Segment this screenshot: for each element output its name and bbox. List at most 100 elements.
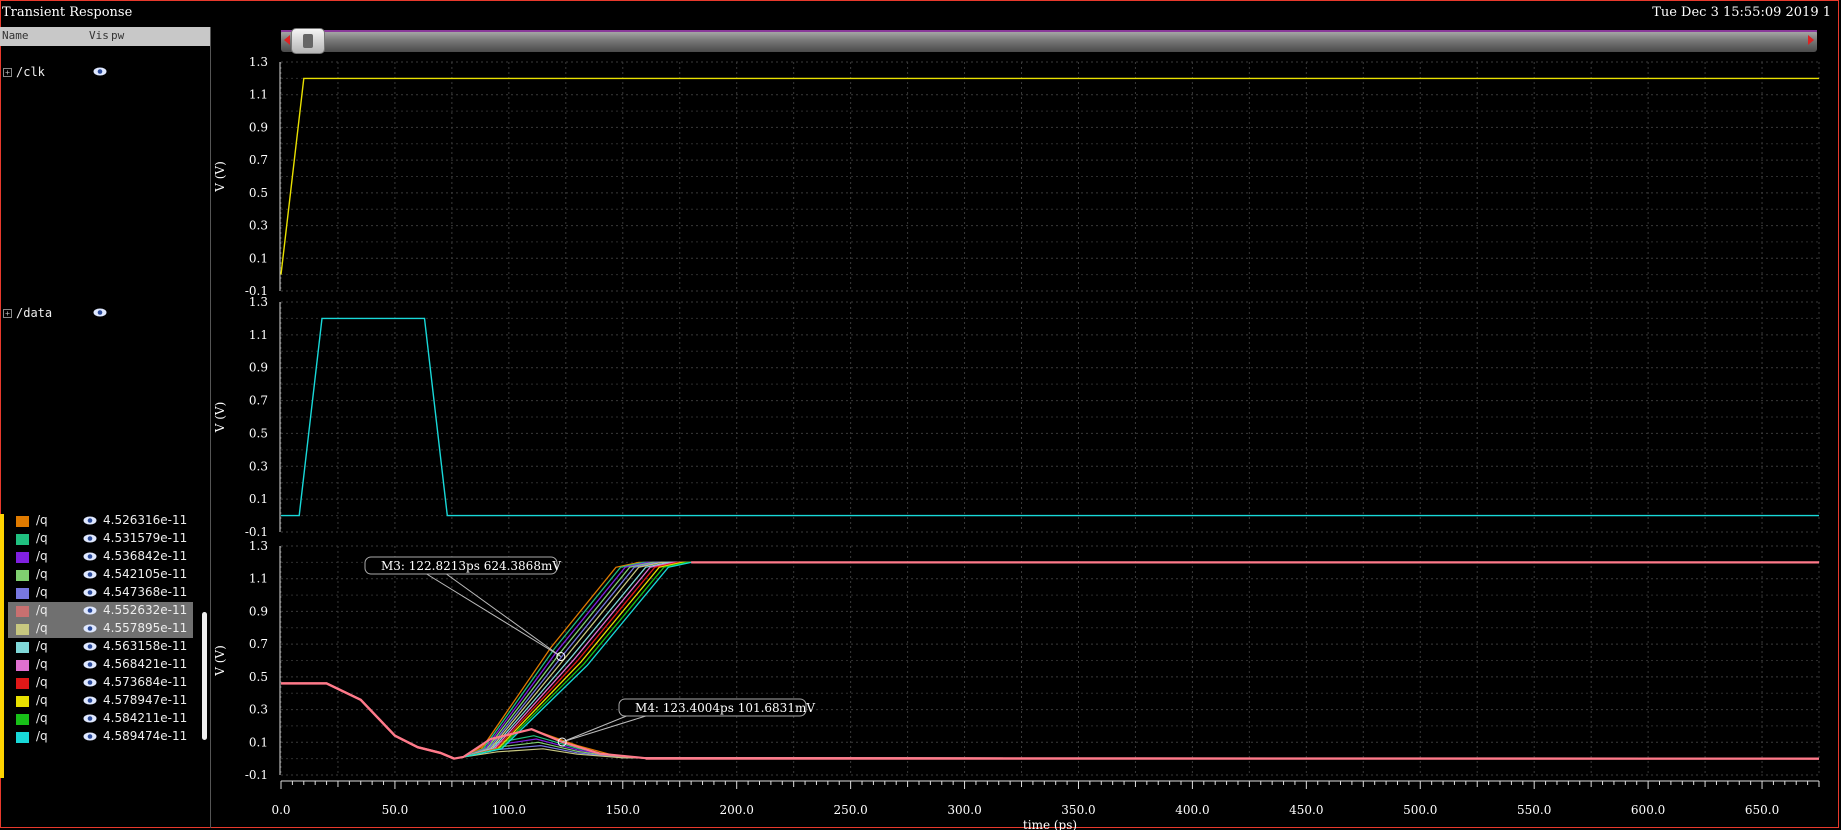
visibility-eye-icon[interactable]	[83, 678, 97, 687]
visibility-eye-icon[interactable]	[83, 624, 97, 633]
grip-icon	[303, 34, 313, 48]
y-tick-label: 1.1	[249, 572, 268, 586]
legend-item-name: /q	[36, 657, 48, 671]
legend-item[interactable]: /q 4.547368e-11	[8, 584, 193, 602]
visibility-eye-icon[interactable]	[83, 732, 97, 741]
signal-panel: Name Vis pw + /clk + /data	[0, 27, 211, 828]
expand-icon[interactable]: +	[3, 68, 12, 77]
legend-item[interactable]: /q 4.552632e-11	[8, 602, 193, 620]
y-tick-label: -0.1	[245, 525, 268, 539]
name-column-header[interactable]: Name	[2, 29, 29, 42]
y-tick-label: 0.1	[249, 492, 268, 506]
y-tick-label: 0.5	[249, 186, 268, 200]
x-tick-label: 0.0	[271, 803, 290, 817]
q-initial-segment	[281, 682, 455, 760]
x-tick-label: 200.0	[720, 803, 754, 817]
legend-item[interactable]: /q 4.573684e-11	[8, 674, 193, 692]
marker-box	[618, 698, 807, 717]
x-tick-label: 400.0	[1175, 803, 1209, 817]
legend-item-name: /q	[36, 513, 48, 527]
legend-item-name: /q	[36, 675, 48, 689]
time-scrollbar[interactable]	[281, 28, 1817, 54]
visibility-eye-icon[interactable]	[83, 570, 97, 579]
visibility-eye-icon[interactable]	[83, 714, 97, 723]
x-tick-label: 250.0	[833, 803, 867, 817]
vis-column-header[interactable]: Vis	[89, 29, 109, 42]
marker-leader	[424, 572, 562, 657]
legend-item[interactable]: /q 4.589474e-11	[8, 728, 193, 746]
legend-item-value: 4.557895e-11	[103, 621, 188, 635]
legend-item-value: 4.536842e-11	[103, 549, 188, 563]
x-axis-label: time (ps)	[1023, 818, 1077, 830]
legend-item-value: 4.542105e-11	[103, 567, 188, 581]
visibility-eye-icon[interactable]	[83, 588, 97, 597]
signal-row-clk[interactable]: + /clk	[3, 65, 45, 79]
x-tick-label: 550.0	[1517, 803, 1551, 817]
marker-leader	[561, 714, 630, 743]
visibility-eye-icon[interactable]	[83, 606, 97, 615]
legend-item-name: /q	[36, 531, 48, 545]
scrollbar-track[interactable]	[281, 30, 1817, 52]
expand-icon[interactable]: +	[3, 309, 12, 318]
signal-row-data[interactable]: + /data	[3, 306, 52, 320]
legend-item[interactable]: /q 4.578947e-11	[8, 692, 193, 710]
legend-item[interactable]: /q 4.542105e-11	[8, 566, 193, 584]
signal-name: /data	[16, 306, 53, 320]
q-decay-curve	[281, 682, 1820, 760]
legend-item-value: 4.578947e-11	[103, 693, 188, 707]
legend-item-value: 4.552632e-11	[103, 603, 188, 617]
series-color-swatch	[16, 714, 29, 725]
marker-label: M3: 122.8213ps 624.3868mV	[381, 559, 561, 573]
series-color-swatch	[16, 570, 29, 581]
series-line-data	[281, 317, 1819, 517]
series-color-swatch	[16, 678, 29, 689]
pw-column-header[interactable]: pw	[111, 29, 125, 42]
scroll-left-arrow-icon[interactable]	[284, 35, 290, 45]
y-tick-label: -0.1	[245, 768, 268, 782]
series-color-swatch	[16, 624, 29, 635]
legend-item[interactable]: /q 4.568421e-11	[8, 656, 193, 674]
window-title: Transient Response	[2, 5, 133, 20]
visibility-eye-icon[interactable]	[93, 308, 107, 317]
legend-item[interactable]: /q 4.563158e-11	[8, 638, 193, 656]
scroll-right-arrow-icon[interactable]	[1808, 35, 1814, 45]
series-color-swatch	[16, 732, 29, 743]
scrollbar-thumb[interactable]	[291, 28, 325, 54]
y-axis-label: V (V)	[213, 402, 227, 434]
series-color-swatch	[16, 534, 29, 545]
visibility-eye-icon[interactable]	[83, 660, 97, 669]
marker-point	[556, 652, 566, 662]
legend-item-name: /q	[36, 639, 48, 653]
legend-scrollbar[interactable]	[202, 612, 207, 740]
visibility-eye-icon[interactable]	[83, 696, 97, 705]
x-tick-label: 650.0	[1745, 803, 1779, 817]
visibility-eye-icon[interactable]	[83, 642, 97, 651]
visibility-eye-icon[interactable]	[83, 552, 97, 561]
legend-item[interactable]: /q 4.584211e-11	[8, 710, 193, 728]
legend-item[interactable]: /q 4.557895e-11	[8, 620, 193, 638]
x-tick-label: 350.0	[1061, 803, 1095, 817]
legend-list: /q 4.526316e-11/q 4.531579e-11/q 4.536842e-…	[0, 512, 200, 774]
visibility-eye-icon[interactable]	[93, 67, 107, 76]
q-decay-curve	[281, 682, 1820, 760]
legend-item[interactable]: /q 4.531579e-11	[8, 530, 193, 548]
series-color-swatch	[16, 642, 29, 653]
y-tick-label: 0.1	[249, 251, 268, 265]
visibility-eye-icon[interactable]	[83, 534, 97, 543]
marker-leader	[444, 572, 562, 657]
y-tick-label: 0.3	[249, 459, 268, 473]
marker-point	[557, 737, 567, 747]
legend-item[interactable]: /q 4.536842e-11	[8, 548, 193, 566]
series-line-clk	[280, 77, 1819, 275]
series-color-swatch	[16, 660, 29, 671]
legend-item-name: /q	[36, 711, 48, 725]
y-tick-label: 1.3	[249, 539, 268, 553]
legend-item-name: /q	[36, 693, 48, 707]
q-selected-curve	[281, 682, 1820, 760]
visibility-eye-icon[interactable]	[83, 516, 97, 525]
legend-item[interactable]: /q 4.526316e-11	[8, 512, 193, 530]
y-tick-label: 0.9	[249, 120, 268, 134]
series-color-swatch	[16, 516, 29, 527]
legend-item-value: 4.568421e-11	[103, 657, 188, 671]
